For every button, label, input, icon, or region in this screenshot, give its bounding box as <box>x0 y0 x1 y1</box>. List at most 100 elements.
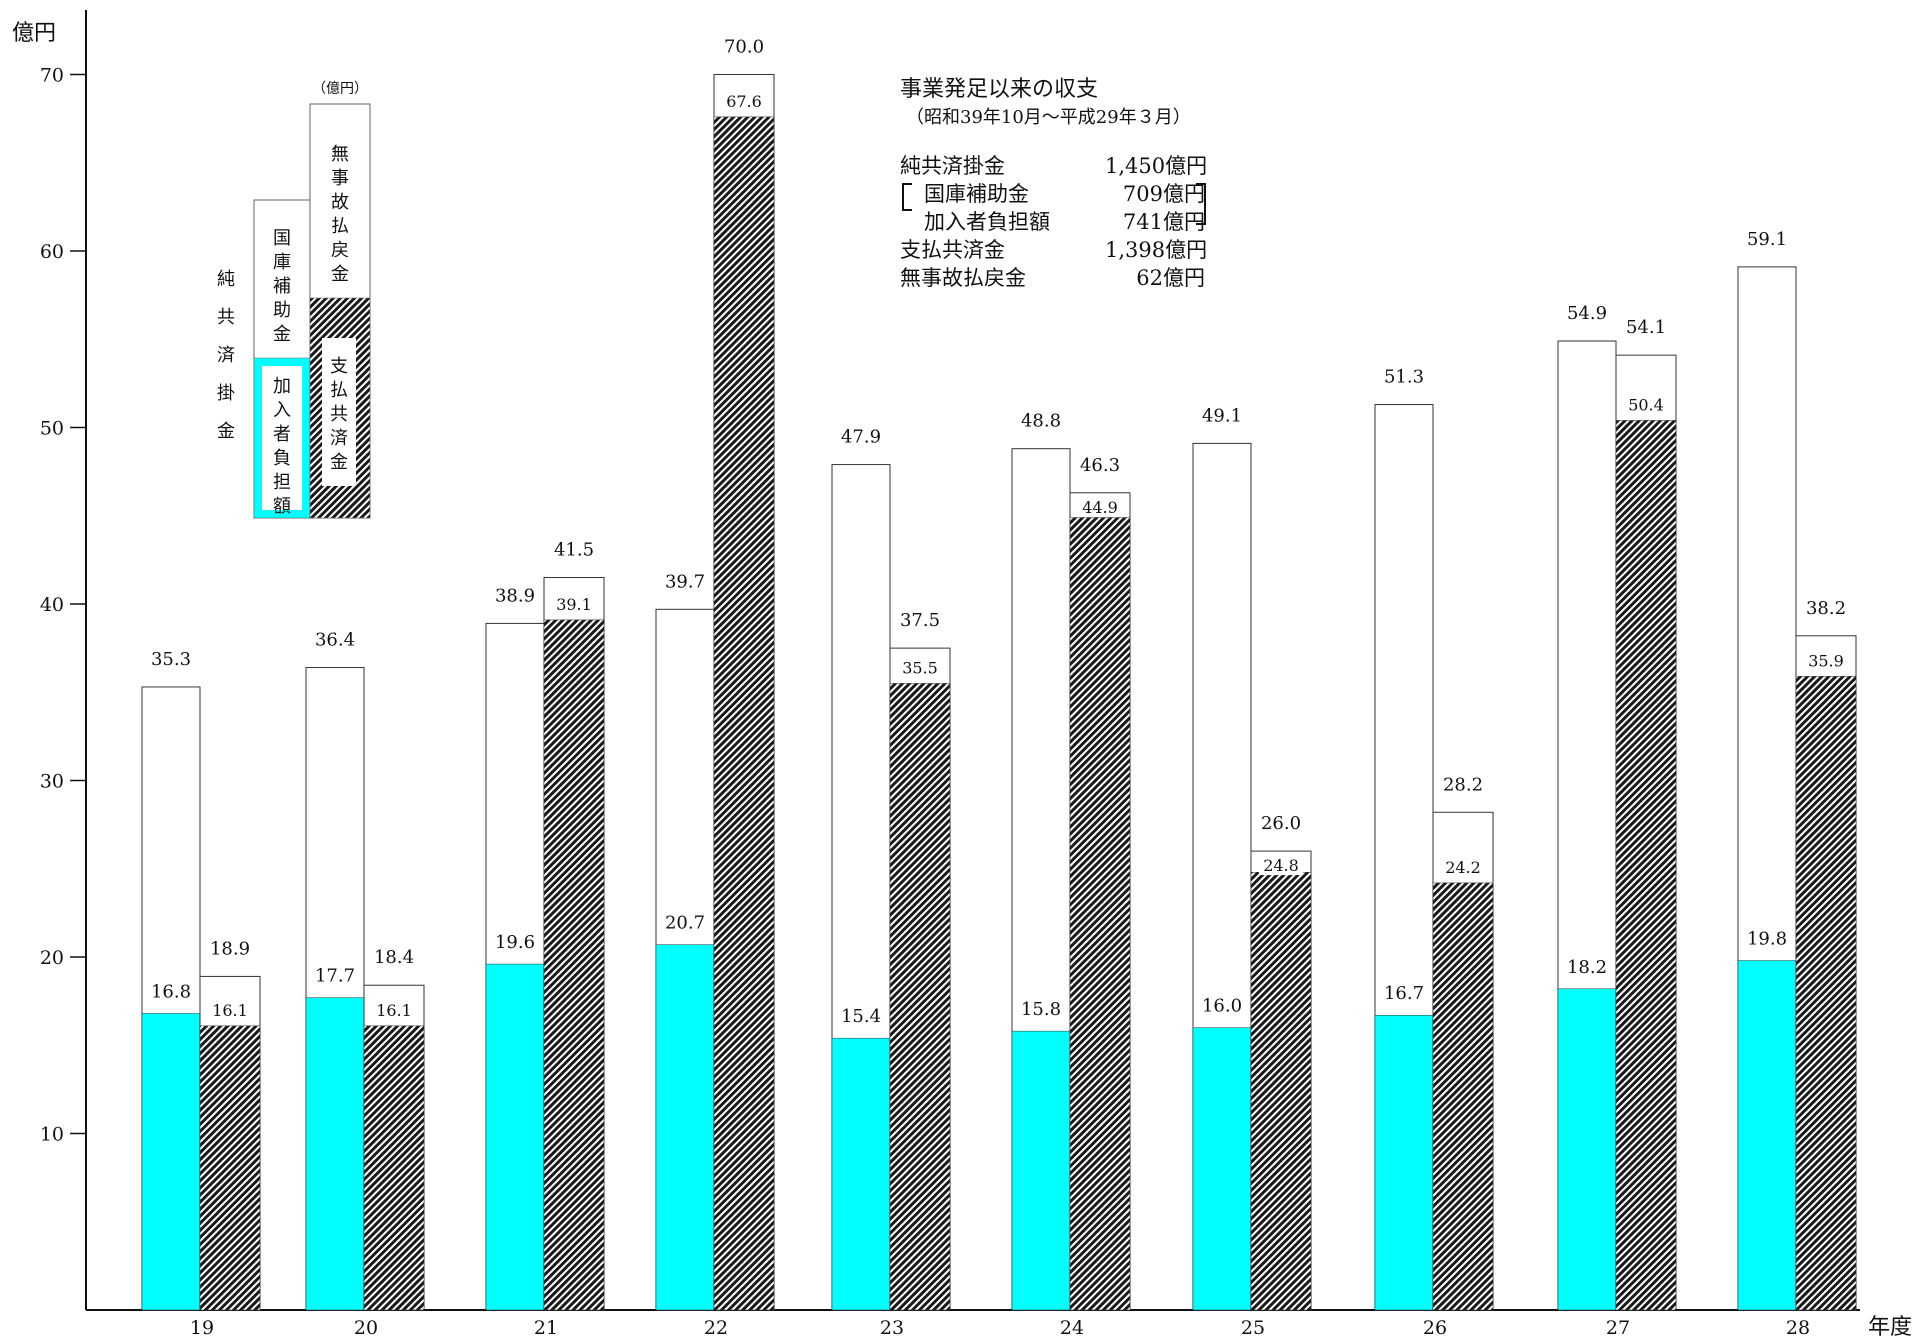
legend-member-label-char: 加 <box>273 376 291 397</box>
x-tick-label: 24 <box>1060 1317 1084 1339</box>
legend-refund-label: 無事故払戻金 <box>331 144 349 285</box>
member-share-bar <box>485 963 545 1311</box>
y-tick-label: 40 <box>40 594 64 616</box>
legend-refund-label-char: 金 <box>331 264 349 285</box>
x-tick-label: 25 <box>1241 1317 1265 1339</box>
member-share-label: 20.7 <box>665 913 705 934</box>
summary-row-label: 純共済掛金 <box>900 154 1005 178</box>
y-tick-label: 70 <box>40 65 64 87</box>
legend-paid-label-char: 金 <box>330 452 348 473</box>
x-tick-label: 19 <box>190 1317 214 1339</box>
legend-subsidy-label-char: 金 <box>273 324 291 345</box>
y-tick-label: 20 <box>40 947 64 969</box>
x-tick-label: 21 <box>534 1317 558 1339</box>
net-premium-label: 48.8 <box>1021 411 1061 432</box>
member-share-label: 16.7 <box>1384 983 1424 1004</box>
total-payout-label: 18.4 <box>374 947 414 968</box>
total-payout-label: 18.9 <box>210 938 250 959</box>
summary-row-label: 加入者負担額 <box>924 210 1050 234</box>
total-payout-label: 70.0 <box>724 37 764 58</box>
total-payout-label: 41.5 <box>554 540 594 561</box>
x-tick-label: 23 <box>880 1317 904 1339</box>
legend-paid-label-char: 払 <box>330 380 348 401</box>
summary-panel: 事業発足以来の収支 （昭和39年10月～平成29年３月） 純共済掛金 1,450… <box>900 76 1207 292</box>
member-share-bar <box>1737 960 1797 1311</box>
summary-row: 純共済掛金 1,450億円 <box>900 152 1207 180</box>
legend-refund-label-char: 無 <box>331 144 349 165</box>
summary-bracket-left <box>902 183 912 211</box>
net-premium-label: 54.9 <box>1567 303 1607 324</box>
legend-net-premium-label-char: 共 <box>217 307 235 328</box>
summary-row: 無事故払戻金 62億円 <box>900 264 1205 292</box>
legend-paid-label-char: 共 <box>330 404 348 425</box>
y-tick-label: 10 <box>40 1124 64 1146</box>
paid-claims-label: 44.9 <box>1082 498 1118 517</box>
summary-bracket-right <box>1196 183 1206 225</box>
total-payout-label: 38.2 <box>1806 598 1846 619</box>
bars <box>141 74 1857 1311</box>
summary-row: 国庫補助金 709億円 <box>900 180 1205 208</box>
paid-claims-label: 24.2 <box>1445 858 1481 877</box>
member-share-bar <box>1374 1014 1434 1311</box>
value-labels: 35.3 16.8 18.9 16.1 36.4 17.7 18.4 16.1 38.9 19.6… <box>151 37 1846 1028</box>
total-payout-label: 46.3 <box>1080 455 1120 476</box>
member-share-bar <box>1192 1027 1252 1311</box>
y-tick-label: 50 <box>40 418 64 440</box>
member-share-label: 15.8 <box>1021 999 1061 1020</box>
net-premium-label: 47.9 <box>841 427 881 448</box>
legend-subsidy-label-char: 国 <box>273 228 291 249</box>
paid-claims-label: 67.6 <box>726 92 762 111</box>
member-share-bar <box>1557 988 1617 1311</box>
paid-claims-label-bg <box>1259 855 1303 876</box>
legend-subsidy-label-char: 補 <box>273 276 291 297</box>
legend-unit-note: （億円） <box>312 81 368 97</box>
legend-member-label: 加入者負担額 <box>273 376 291 517</box>
net-premium-label: 36.4 <box>315 630 355 651</box>
legend-refund-label-char: 払 <box>331 216 349 237</box>
legend-member-label-char: 額 <box>273 496 291 517</box>
paid-claims-bar <box>1432 882 1494 1311</box>
member-share-bar <box>655 944 715 1311</box>
total-payout-label: 37.5 <box>900 610 940 631</box>
legend-net-premium-label: 純共済掛金 <box>217 269 235 442</box>
paid-claims-bar <box>1615 420 1677 1311</box>
summary-period: （昭和39年10月～平成29年３月） <box>906 107 1191 128</box>
paid-claims-bar <box>543 619 605 1311</box>
legend-net-premium-label-char: 済 <box>217 345 235 366</box>
summary-row-amount: 62億円 <box>1136 266 1205 290</box>
legend-net-premium-label-char: 掛 <box>217 383 235 404</box>
paid-claims-label: 24.8 <box>1263 856 1299 875</box>
legend-net-premium-label-char: 金 <box>217 421 235 442</box>
paid-claims-label: 16.1 <box>376 1001 412 1020</box>
legend-subsidy-label-char: 助 <box>273 300 291 321</box>
net-premium-label: 38.9 <box>495 585 535 606</box>
legend-net-premium-label-char: 純 <box>217 269 235 290</box>
legend-subsidy-label: 国庫補助金 <box>273 228 291 345</box>
member-share-label: 19.8 <box>1747 929 1787 950</box>
paid-claims-bar <box>713 116 775 1311</box>
member-share-label: 17.7 <box>315 966 355 987</box>
y-tick-label: 60 <box>40 241 64 263</box>
member-share-label: 16.8 <box>151 981 191 1002</box>
legend-paid-label: 支払共済金 <box>330 356 348 473</box>
legend-refund-label-char: 故 <box>331 192 349 213</box>
member-share-bar <box>1011 1030 1071 1311</box>
net-premium-label: 49.1 <box>1202 405 1242 426</box>
member-share-label: 19.6 <box>495 932 535 953</box>
legend-paid-label-char: 済 <box>330 428 348 449</box>
net-premium-label: 35.3 <box>151 649 191 670</box>
paid-claims-label: 39.1 <box>556 595 592 614</box>
x-tick-label: 22 <box>704 1317 728 1339</box>
y-axis-unit: 億円 <box>12 21 56 46</box>
paid-claims-bar <box>199 1025 261 1311</box>
summary-row-label: 支払共済金 <box>900 238 1005 262</box>
member-share-bar <box>305 997 365 1311</box>
legend-member-label-char: 負 <box>273 448 291 469</box>
paid-claims-label-bg <box>1078 496 1122 517</box>
member-share-label: 15.4 <box>841 1006 881 1027</box>
paid-claims-bar <box>363 1025 425 1311</box>
x-tick-label: 26 <box>1423 1317 1447 1339</box>
summary-row-amount: 741億円 <box>1122 210 1205 234</box>
